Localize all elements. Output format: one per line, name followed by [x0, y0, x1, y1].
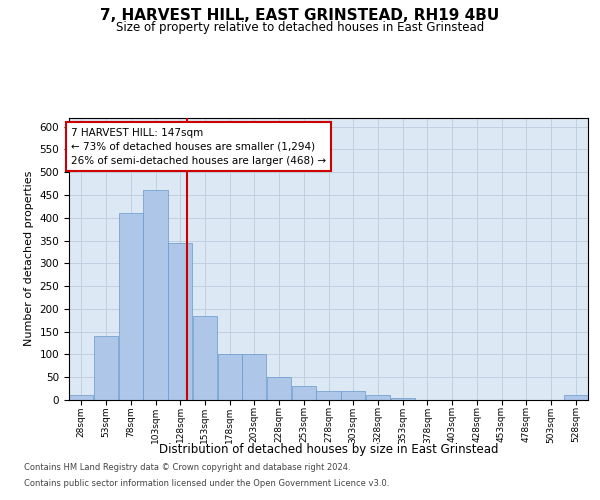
- Bar: [391, 398, 415, 400]
- Bar: [316, 391, 341, 400]
- Text: Distribution of detached houses by size in East Grinstead: Distribution of detached houses by size …: [159, 442, 499, 456]
- Bar: [143, 190, 167, 400]
- Bar: [366, 396, 390, 400]
- Text: Size of property relative to detached houses in East Grinstead: Size of property relative to detached ho…: [116, 22, 484, 35]
- Bar: [242, 354, 266, 400]
- Bar: [119, 213, 143, 400]
- Text: Contains HM Land Registry data © Crown copyright and database right 2024.: Contains HM Land Registry data © Crown c…: [24, 464, 350, 472]
- Bar: [168, 243, 193, 400]
- Bar: [94, 336, 118, 400]
- Bar: [69, 396, 94, 400]
- Bar: [292, 386, 316, 400]
- Text: Contains public sector information licensed under the Open Government Licence v3: Contains public sector information licen…: [24, 478, 389, 488]
- Bar: [267, 377, 291, 400]
- Bar: [341, 391, 365, 400]
- Y-axis label: Number of detached properties: Number of detached properties: [24, 171, 34, 346]
- Text: 7, HARVEST HILL, EAST GRINSTEAD, RH19 4BU: 7, HARVEST HILL, EAST GRINSTEAD, RH19 4B…: [100, 8, 500, 22]
- Bar: [218, 354, 242, 400]
- Bar: [563, 396, 588, 400]
- Bar: [193, 316, 217, 400]
- Text: 7 HARVEST HILL: 147sqm
← 73% of detached houses are smaller (1,294)
26% of semi-: 7 HARVEST HILL: 147sqm ← 73% of detached…: [71, 128, 326, 166]
